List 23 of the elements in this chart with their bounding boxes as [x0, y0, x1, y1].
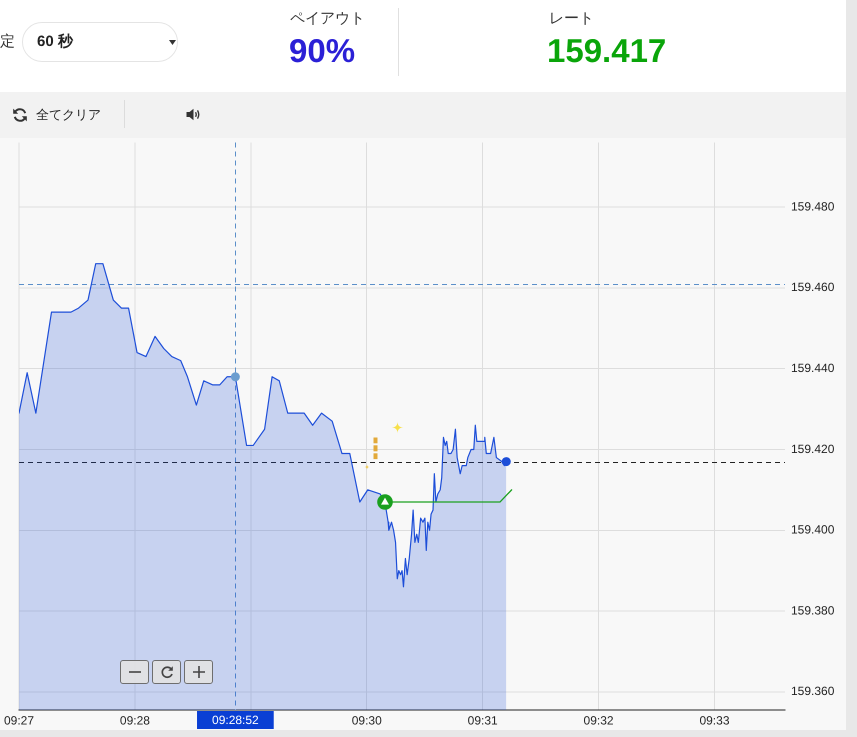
point: [502, 457, 511, 466]
text: 159.417: [547, 32, 666, 70]
text: レート: [549, 10, 594, 28]
y-tick-label: 159.460: [791, 280, 835, 294]
y-tick-label: 159.360: [791, 684, 835, 698]
text: ペイアウト: [290, 10, 365, 28]
x-tick-label: 09:27: [4, 714, 34, 728]
x-tick-label: 09:33: [699, 714, 730, 728]
text: 90%: [289, 32, 356, 70]
text: 全てクリア: [36, 106, 101, 123]
point: [230, 372, 240, 382]
ref-line-label: 09:28:52: [212, 712, 260, 727]
y-tick-label: 159.420: [791, 442, 835, 456]
x-tick-label: 09:32: [584, 714, 614, 728]
y-tick-label: 159.400: [791, 522, 835, 537]
text: 定: [0, 33, 15, 51]
x-tick-label: 09:31: [468, 714, 498, 728]
x-tick-label: 09:30: [352, 714, 382, 728]
y-tick-label: 159.480: [791, 199, 835, 214]
y-tick-label: 159.380: [791, 603, 835, 618]
x-tick-label: 09:28: [120, 714, 150, 728]
dropdown-field: 60 秒: [22, 22, 178, 62]
y-tick-label: 159.440: [791, 361, 835, 376]
